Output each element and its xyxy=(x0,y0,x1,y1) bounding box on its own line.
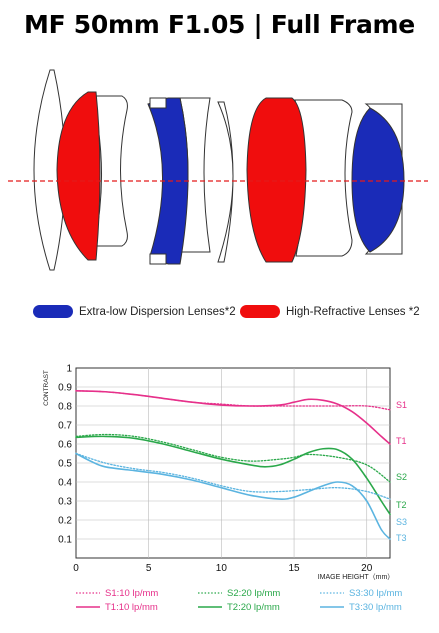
hr-swatch xyxy=(240,305,280,318)
legend-label-s1: S1:10 lp/mm xyxy=(105,588,158,599)
legend-ed-lenses: Extra-low Dispersion Lenses*2 xyxy=(33,305,236,318)
y-tick-label: 0.4 xyxy=(58,478,72,489)
lens-element-6 xyxy=(217,101,234,263)
lens-spacer-top xyxy=(149,97,167,109)
x-axis-label: IMAGE HEIGHT（mm） xyxy=(318,573,395,581)
legend-label-t2: T2:20 lp/mm xyxy=(227,602,280,613)
lens-diagram xyxy=(8,69,428,271)
end-label-s2: S2 xyxy=(396,472,407,482)
x-tick-label: 15 xyxy=(288,563,300,574)
y-tick-label: 0.6 xyxy=(58,440,72,451)
lens-element-2 xyxy=(56,91,101,261)
series-line-s1 xyxy=(75,390,391,411)
end-label-s3: S3 xyxy=(396,517,407,527)
x-tick-label: 0 xyxy=(73,563,79,574)
lens-element-10 xyxy=(351,107,405,253)
y-tick-label: 0.8 xyxy=(58,402,72,413)
legend-ed-label: Extra-low Dispersion Lenses*2 xyxy=(79,305,236,318)
lens-spacer-bottom xyxy=(149,253,167,265)
end-label-s1: S1 xyxy=(396,400,407,410)
lens-element-4 xyxy=(147,97,189,265)
end-label-t3: T3 xyxy=(396,533,407,543)
grid xyxy=(76,368,390,558)
series-line-t1 xyxy=(75,390,391,445)
ed-swatch xyxy=(33,305,73,318)
y-tick-label: 0.1 xyxy=(58,535,72,546)
series-line-s3 xyxy=(75,452,391,500)
y-tick-label: 0.5 xyxy=(58,459,72,470)
page-title: MF 50mm F1.05 | Full Frame xyxy=(24,10,415,39)
x-tick-label: 20 xyxy=(361,563,373,574)
plot-frame xyxy=(75,367,391,559)
mtf-legend: S1:10 lp/mm T1:10 lp/mm S2:20 lp/mm T2:20 l… xyxy=(76,588,402,613)
legend-label-t1: T1:10 lp/mm xyxy=(105,602,158,613)
series-line-t2 xyxy=(75,435,391,516)
y-tick-label: 1 xyxy=(66,364,72,375)
legend-label-s2: S2:20 lp/mm xyxy=(227,588,280,599)
y-tick-label: 0.7 xyxy=(58,421,72,432)
lens-element-7 xyxy=(246,97,307,263)
end-label-t1: T1 xyxy=(396,436,407,446)
y-axis-label: CONTRAST xyxy=(43,370,50,406)
x-tick-label: 5 xyxy=(146,563,152,574)
y-tick-label: 0.3 xyxy=(58,497,72,508)
legend-label-s3: S3:30 lp/mm xyxy=(349,588,402,599)
legend-hr-label: High-Refractive Lenses *2 xyxy=(286,305,420,318)
series-line-s2 xyxy=(75,433,391,483)
x-tick-label: 10 xyxy=(216,563,228,574)
y-tick-label: 0.9 xyxy=(58,383,72,394)
lens-element-1 xyxy=(33,69,66,271)
lens-element-3 xyxy=(91,95,128,247)
y-tick-label: 0.2 xyxy=(58,516,72,527)
series-line-t3 xyxy=(75,452,391,540)
lens-legend: Extra-low Dispersion Lenses*2 High-Refra… xyxy=(0,305,439,325)
legend-label-t3: T3:30 lp/mm xyxy=(349,602,402,613)
legend-hr-lenses: High-Refractive Lenses *2 xyxy=(240,305,420,318)
end-label-t2: T2 xyxy=(396,500,407,510)
